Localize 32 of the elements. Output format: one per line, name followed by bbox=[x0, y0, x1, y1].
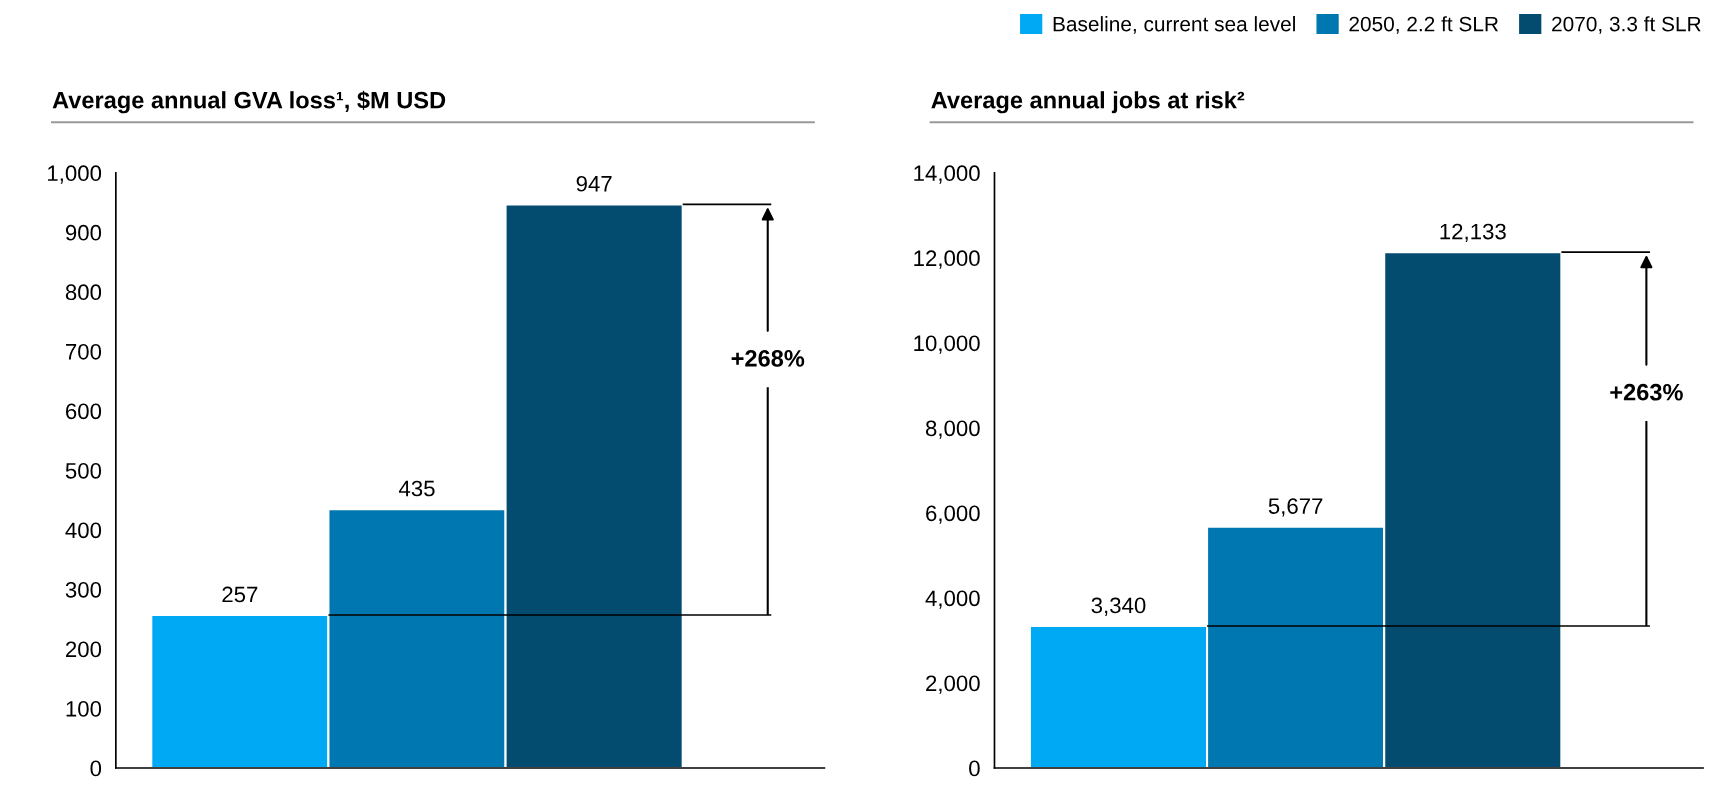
y-tick-label: 200 bbox=[66, 641, 102, 658]
legend-label: 2070, 3.3 ft SLR bbox=[1552, 16, 1701, 34]
data-label: 5,677 bbox=[1268, 498, 1323, 517]
y-tick-label: 500 bbox=[65, 462, 102, 479]
data-label: 12,133 bbox=[1440, 223, 1506, 243]
data-label: 947 bbox=[576, 175, 612, 192]
y-tick-label: 800 bbox=[65, 284, 102, 301]
y-tick-label: 6,000 bbox=[926, 505, 980, 524]
annotation: +268% bbox=[731, 350, 805, 367]
y-tick-label: 4,000 bbox=[925, 590, 980, 609]
y-tick-label: 600 bbox=[66, 403, 102, 420]
y-tick-label: 12,000 bbox=[914, 250, 980, 269]
y-tick-label: 0 bbox=[90, 760, 102, 777]
chart-title: Average annual GVA loss¹, $M USD bbox=[52, 90, 446, 114]
y-tick-label: 900 bbox=[65, 224, 102, 241]
y-tick-label: 700 bbox=[66, 343, 102, 360]
y-tick-label: 0 bbox=[969, 760, 980, 777]
y-tick-label: 10,000 bbox=[914, 335, 980, 354]
y-tick-label: 8,000 bbox=[925, 420, 980, 439]
legend-label: 2050, 2.2 ft SLR bbox=[1349, 16, 1499, 34]
data-label: 435 bbox=[398, 480, 435, 497]
y-tick-label: 1,000 bbox=[48, 165, 102, 184]
y-tick-label: 400 bbox=[65, 522, 102, 539]
y-tick-label: 14,000 bbox=[914, 165, 980, 184]
chart-title: Average annual jobs at risk² bbox=[931, 91, 1245, 114]
data-label: 257 bbox=[222, 586, 258, 603]
y-tick-label: 2,000 bbox=[926, 675, 980, 694]
legend-label: Baseline, current sea level bbox=[1053, 16, 1295, 34]
y-tick-label: 300 bbox=[65, 581, 102, 598]
y-tick-label: 100 bbox=[66, 701, 102, 717]
annotation: +263% bbox=[1610, 383, 1683, 401]
data-label: 3,340 bbox=[1091, 597, 1146, 616]
